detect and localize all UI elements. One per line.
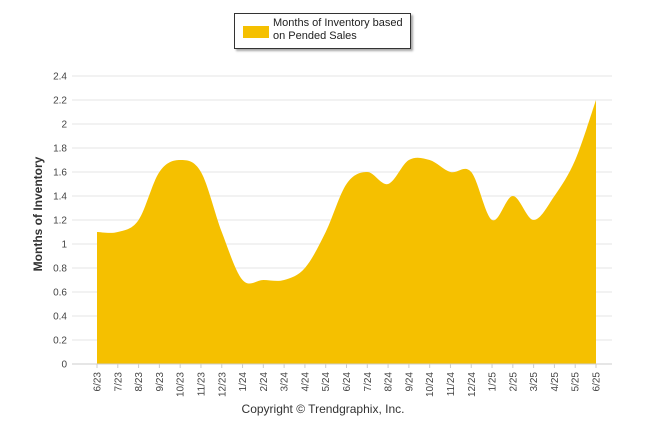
x-tick-label: 4/25 (550, 372, 561, 392)
y-tick-label: 2.4 (53, 72, 67, 83)
y-tick-label: 0.6 (53, 288, 67, 299)
y-tick-label: 0.4 (53, 312, 67, 323)
area-series (97, 100, 596, 364)
x-axis: 6/23 7/23 8/23 9/23 10/23 11/23 12/23 1/24 2/24 3… (72, 363, 612, 397)
x-tick-label: 8/24 (384, 372, 395, 392)
x-tick-label: 11/23 (196, 372, 207, 397)
x-tick-label: 7/23 (113, 372, 124, 392)
x-tick-label: 8/23 (134, 372, 145, 392)
x-tick-label: 3/24 (280, 372, 291, 392)
copyright-text: Copyright © Trendgraphix, Inc. (241, 402, 405, 416)
y-tick-label: 0 (61, 360, 67, 371)
x-tick-label: 2/24 (259, 372, 270, 392)
legend-swatch (243, 26, 269, 38)
x-tick-label: 9/23 (155, 372, 166, 392)
y-tick-label: 1.6 (53, 168, 67, 179)
area-series-path (97, 100, 596, 364)
legend-label: Months of Inventory based on Pended Sale… (273, 17, 403, 42)
x-tick-label: 12/23 (217, 372, 228, 397)
x-tick-label: 3/25 (529, 372, 540, 392)
x-tick-label: 12/24 (467, 372, 478, 397)
x-tick-label: 9/24 (404, 372, 415, 392)
x-tick-label: 5/25 (571, 372, 582, 392)
x-tick-label: 1/25 (488, 372, 499, 392)
x-tick-label: 6/23 (93, 372, 104, 392)
x-tick-label: 7/24 (363, 372, 374, 392)
x-tick-label: 5/24 (321, 372, 332, 392)
y-axis: 0 0.2 0.4 0.6 0.8 1 1.2 1.4 1.6 1.8 2 2.2 2.4 (53, 72, 67, 371)
y-axis-label: Months of Inventory (31, 156, 45, 271)
x-tick-label: 10/23 (176, 372, 187, 397)
y-tick-label: 1.2 (53, 216, 67, 227)
x-tick-label: 6/24 (342, 372, 353, 392)
x-tick-label: 2/25 (508, 372, 519, 392)
legend: Months of Inventory based on Pended Sale… (234, 13, 411, 49)
y-tick-label: 1.8 (53, 144, 67, 155)
y-tick-label: 2.2 (53, 96, 67, 107)
x-tick-label: 4/24 (300, 372, 311, 392)
x-tick-label: 1/24 (238, 372, 249, 392)
y-tick-label: 2 (61, 120, 67, 131)
x-tick-label: 11/24 (446, 372, 457, 397)
y-tick-label: 1 (61, 240, 67, 251)
x-tick-label: 6/25 (592, 372, 603, 392)
x-tick-label: 10/24 (425, 372, 436, 397)
y-tick-label: 1.4 (53, 192, 67, 203)
y-tick-label: 0.2 (53, 336, 67, 347)
y-tick-label: 0.8 (53, 264, 67, 275)
